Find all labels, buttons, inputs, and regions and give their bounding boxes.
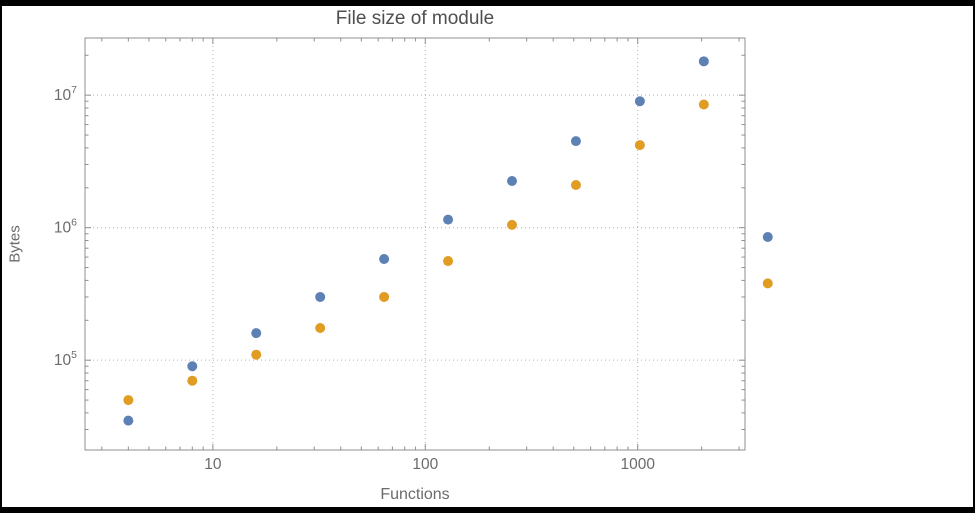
x-tick-label: 10 bbox=[204, 456, 222, 473]
y-tick-label: 105 bbox=[54, 349, 77, 369]
plot-frame bbox=[84, 37, 746, 451]
data-point-series-blue bbox=[123, 415, 134, 426]
data-point-series-blue bbox=[762, 232, 773, 243]
y-tick-label: 106 bbox=[54, 217, 77, 237]
y-tick-label: 107 bbox=[54, 84, 77, 104]
scatter-chart: 10 100 1000 105 106 107 bbox=[54, 37, 773, 473]
plot-canvas: 10 100 1000 105 106 107 File size of module F… bbox=[2, 6, 973, 507]
data-point-series-blue bbox=[634, 96, 645, 107]
data-point-series-orange bbox=[187, 375, 198, 386]
data-point-series-orange bbox=[570, 179, 581, 190]
data-point-series-orange bbox=[507, 219, 518, 230]
chart-title: File size of module bbox=[335, 8, 495, 29]
data-point-series-orange bbox=[443, 256, 454, 267]
x-tick-label: 1000 bbox=[620, 456, 655, 473]
data-point-series-blue bbox=[251, 328, 262, 339]
y-axis-label: Bytes bbox=[6, 225, 24, 263]
data-point-series-blue bbox=[187, 361, 198, 372]
x-axis-label: Functions bbox=[380, 486, 450, 503]
data-point-series-orange bbox=[698, 99, 709, 110]
data-point-series-orange bbox=[123, 395, 134, 406]
data-point-series-blue bbox=[379, 254, 390, 265]
data-point-series-blue bbox=[315, 291, 326, 302]
data-point-series-orange bbox=[634, 140, 645, 151]
data-point-series-orange bbox=[315, 322, 326, 333]
data-point-series-blue bbox=[443, 214, 454, 225]
data-point-series-blue bbox=[507, 176, 518, 187]
x-tick-label: 100 bbox=[412, 456, 438, 473]
data-point-series-blue bbox=[570, 136, 581, 147]
data-point-series-blue bbox=[698, 56, 709, 67]
data-point-series-orange bbox=[762, 278, 773, 289]
data-point-series-orange bbox=[379, 291, 390, 302]
data-point-series-orange bbox=[251, 349, 262, 360]
